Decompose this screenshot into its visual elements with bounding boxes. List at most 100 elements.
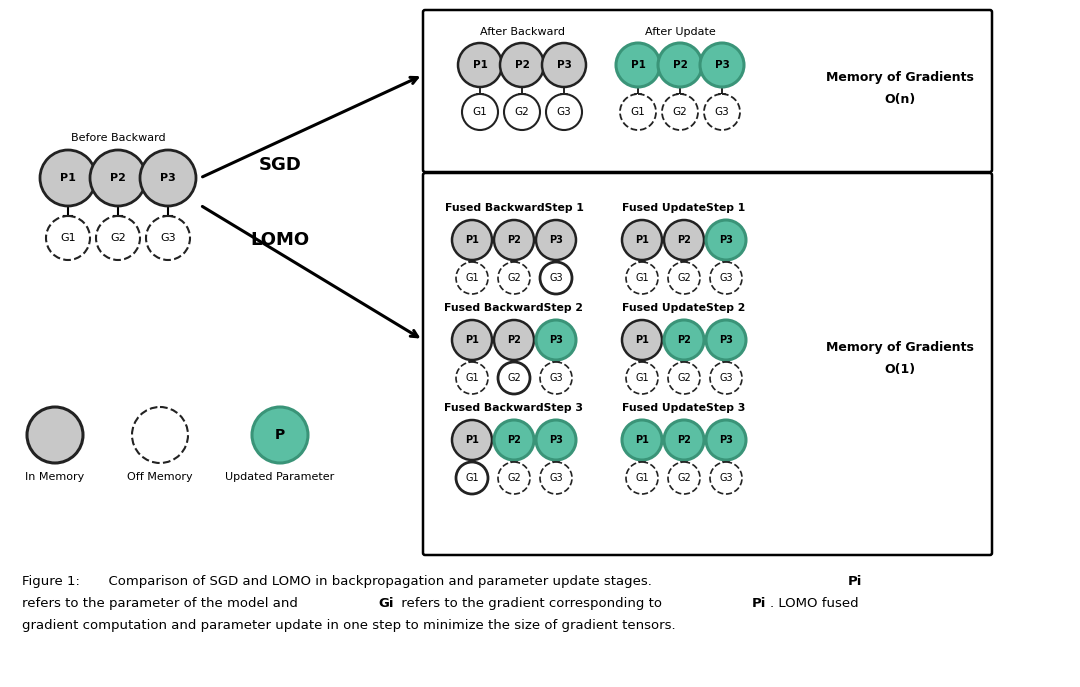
- Text: G1: G1: [631, 107, 646, 117]
- Text: P1: P1: [465, 435, 478, 445]
- Text: Updated Parameter: Updated Parameter: [226, 472, 335, 482]
- Circle shape: [626, 462, 658, 494]
- Circle shape: [456, 362, 488, 394]
- Text: G1: G1: [465, 273, 478, 283]
- Circle shape: [146, 216, 190, 260]
- Text: P2: P2: [110, 173, 126, 183]
- Text: LOMO: LOMO: [251, 231, 310, 249]
- Text: P2: P2: [677, 335, 691, 345]
- Circle shape: [710, 462, 742, 494]
- Text: gradient computation and parameter update in one step to minimize the size of gr: gradient computation and parameter updat…: [22, 619, 676, 632]
- Circle shape: [27, 407, 83, 463]
- Text: G3: G3: [719, 473, 733, 483]
- Text: G3: G3: [550, 273, 563, 283]
- Text: P1: P1: [465, 335, 478, 345]
- Text: P1: P1: [635, 235, 649, 245]
- Text: G2: G2: [110, 233, 126, 243]
- Text: P3: P3: [549, 235, 563, 245]
- Circle shape: [616, 43, 660, 87]
- Circle shape: [504, 94, 540, 130]
- Circle shape: [40, 150, 96, 206]
- Text: P2: P2: [508, 435, 521, 445]
- Text: G2: G2: [508, 373, 521, 383]
- Text: P3: P3: [160, 173, 176, 183]
- Text: refers to the parameter of the model and: refers to the parameter of the model and: [22, 597, 302, 610]
- Text: G2: G2: [508, 473, 521, 483]
- Text: Before Backward: Before Backward: [70, 133, 165, 143]
- Text: P3: P3: [719, 335, 733, 345]
- Text: P3: P3: [715, 60, 729, 70]
- Circle shape: [664, 420, 704, 460]
- Text: Fused Backward​Step 2: Fused Backward​Step 2: [445, 303, 583, 313]
- Circle shape: [498, 262, 530, 294]
- Text: Comparison of SGD and LOMO in backpropagation and parameter update stages.: Comparison of SGD and LOMO in backpropag…: [100, 575, 660, 588]
- Circle shape: [456, 462, 488, 494]
- Circle shape: [453, 420, 492, 460]
- Text: P2: P2: [677, 435, 691, 445]
- Circle shape: [626, 262, 658, 294]
- Text: In Memory: In Memory: [25, 472, 84, 482]
- Circle shape: [546, 94, 582, 130]
- Circle shape: [536, 320, 576, 360]
- Circle shape: [500, 43, 544, 87]
- Text: Memory of Gradients: Memory of Gradients: [826, 71, 974, 85]
- Text: G1: G1: [635, 273, 649, 283]
- Text: refers to the gradient corresponding to: refers to the gradient corresponding to: [397, 597, 666, 610]
- Circle shape: [252, 407, 308, 463]
- Text: G3: G3: [556, 107, 571, 117]
- Text: P3: P3: [549, 435, 563, 445]
- Text: G2: G2: [677, 273, 691, 283]
- Text: G1: G1: [60, 233, 76, 243]
- Circle shape: [540, 262, 572, 294]
- Text: Memory of Gradients: Memory of Gradients: [826, 341, 974, 354]
- Circle shape: [453, 220, 492, 260]
- Circle shape: [542, 43, 586, 87]
- FancyBboxPatch shape: [423, 173, 993, 555]
- Text: Fused Backward​Step 1: Fused Backward​Step 1: [445, 203, 583, 213]
- Text: Fused Update​Step 1: Fused Update​Step 1: [622, 203, 745, 213]
- Circle shape: [132, 407, 188, 463]
- Text: P2: P2: [673, 60, 688, 70]
- Circle shape: [664, 320, 704, 360]
- Text: P2: P2: [514, 60, 529, 70]
- Text: Pi: Pi: [752, 597, 767, 610]
- Circle shape: [498, 462, 530, 494]
- Text: G3: G3: [550, 473, 563, 483]
- Circle shape: [710, 362, 742, 394]
- Circle shape: [704, 94, 740, 130]
- Circle shape: [453, 320, 492, 360]
- Text: G3: G3: [715, 107, 729, 117]
- Text: P1: P1: [635, 435, 649, 445]
- Text: G1: G1: [635, 473, 649, 483]
- Circle shape: [494, 420, 534, 460]
- Text: O(1): O(1): [885, 363, 916, 376]
- Circle shape: [498, 362, 530, 394]
- Circle shape: [662, 94, 698, 130]
- Text: Fused Update​Step 3: Fused Update​Step 3: [622, 403, 745, 413]
- Circle shape: [622, 220, 662, 260]
- Text: Gi: Gi: [378, 597, 393, 610]
- Text: P3: P3: [719, 235, 733, 245]
- Circle shape: [536, 220, 576, 260]
- Text: G1: G1: [635, 373, 649, 383]
- Text: Fused Update​Step 2: Fused Update​Step 2: [622, 303, 745, 313]
- Text: P2: P2: [508, 335, 521, 345]
- Circle shape: [494, 220, 534, 260]
- Circle shape: [620, 94, 656, 130]
- Circle shape: [658, 43, 702, 87]
- Text: G2: G2: [508, 273, 521, 283]
- Circle shape: [669, 262, 700, 294]
- Circle shape: [96, 216, 140, 260]
- Text: After Backward: After Backward: [480, 27, 565, 37]
- Text: P3: P3: [719, 435, 733, 445]
- Circle shape: [622, 420, 662, 460]
- Text: . LOMO fused: . LOMO fused: [770, 597, 859, 610]
- Circle shape: [700, 43, 744, 87]
- FancyBboxPatch shape: [423, 10, 993, 172]
- Circle shape: [140, 150, 195, 206]
- Text: Pi: Pi: [848, 575, 862, 588]
- Text: P1: P1: [473, 60, 487, 70]
- Text: G1: G1: [473, 107, 487, 117]
- Text: P: P: [275, 428, 285, 442]
- Text: G1: G1: [465, 373, 478, 383]
